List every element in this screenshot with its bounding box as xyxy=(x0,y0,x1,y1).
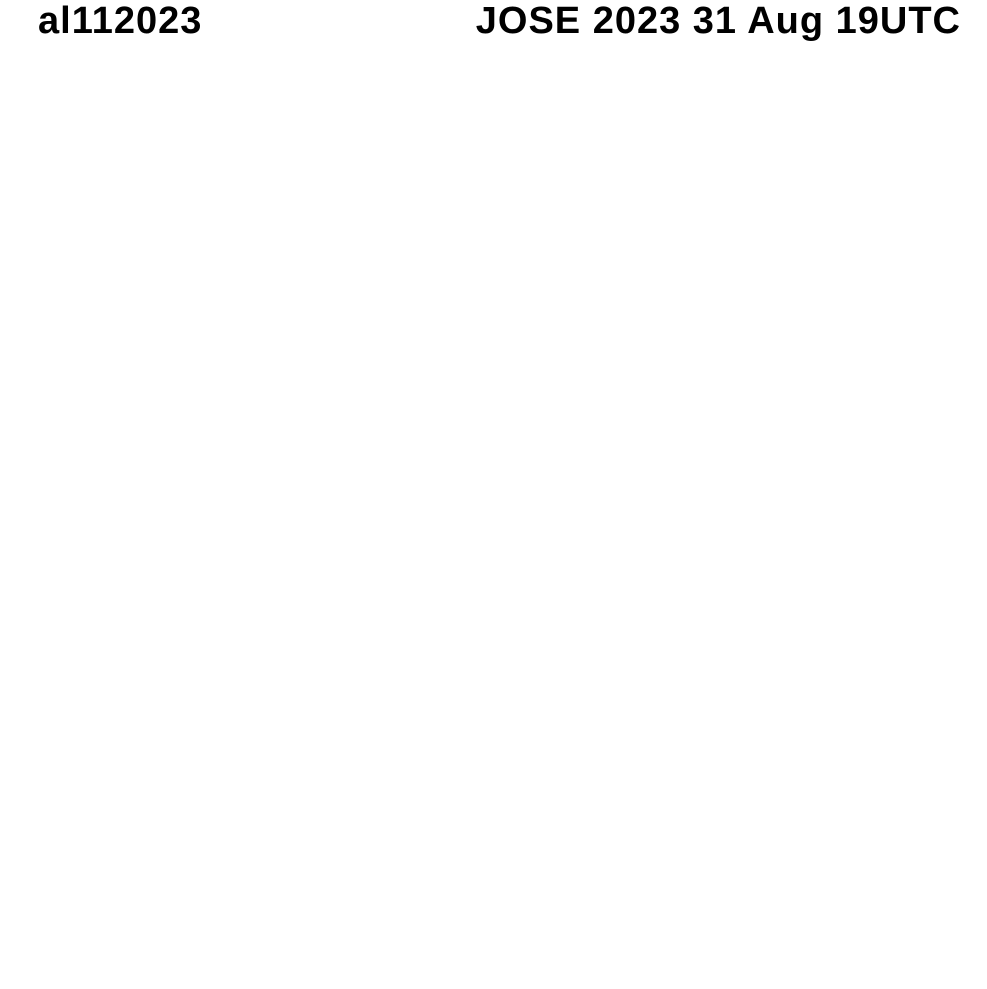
storm-date-title: JOSE 2023 31 Aug 19UTC xyxy=(475,0,961,42)
storm-id-title: al112023 xyxy=(38,0,203,42)
